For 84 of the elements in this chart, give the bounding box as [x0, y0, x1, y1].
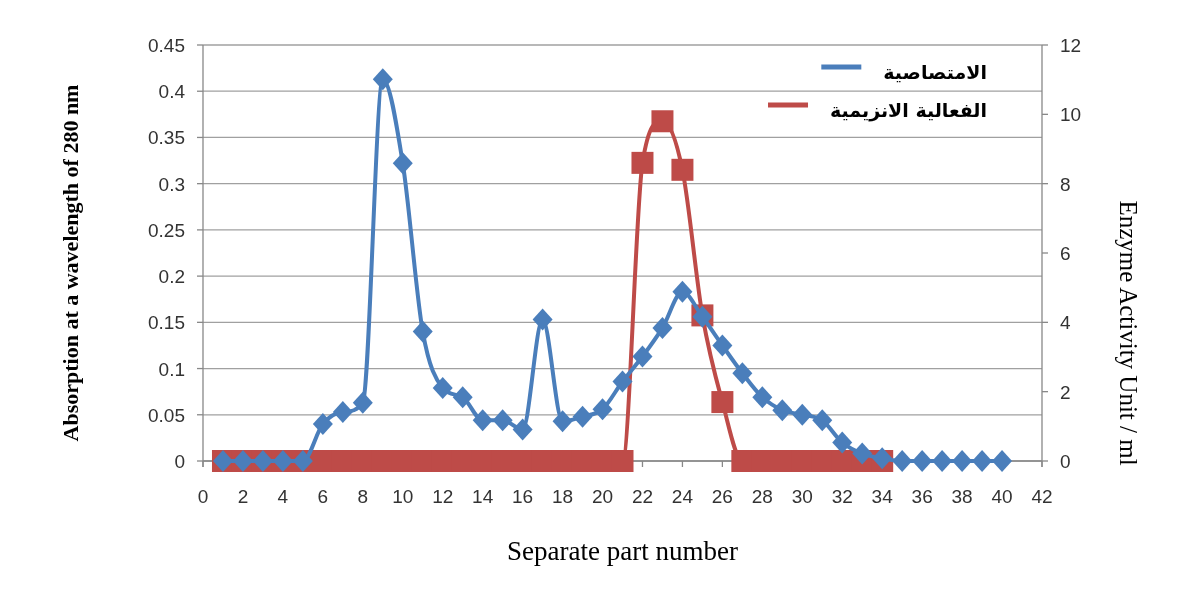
point	[631, 151, 654, 174]
x-tick-label: 0	[197, 486, 209, 507]
point	[352, 391, 373, 414]
x-tick-label: 16	[512, 486, 534, 507]
y-tick-label: 0.05	[148, 404, 185, 426]
point	[632, 345, 653, 368]
x-axis-title: Separate part number	[507, 536, 738, 566]
y2-axis-title: Enzyme Activity Unit / ml	[1115, 200, 1142, 466]
point	[592, 398, 613, 421]
x-tick-label: 28	[751, 486, 773, 507]
point	[311, 450, 334, 472]
y-tick-label: 0.4	[158, 81, 186, 103]
point	[711, 391, 734, 414]
point	[772, 399, 793, 422]
point	[832, 431, 853, 454]
point	[412, 320, 433, 343]
point	[731, 450, 754, 472]
point	[472, 409, 493, 432]
point	[651, 110, 674, 133]
x-tick-label: 42	[1031, 486, 1053, 507]
y-tick-label: 0.25	[148, 219, 185, 241]
point	[492, 409, 513, 432]
y-tick-label: 0.45	[148, 35, 185, 56]
point	[452, 386, 473, 409]
x-tick-label: 24	[671, 486, 694, 507]
y-tick-label: 0.2	[158, 266, 185, 288]
x-tick-label: 30	[791, 486, 813, 507]
x-tick-label: 32	[831, 486, 853, 507]
point	[932, 450, 953, 472]
x-tick-label: 36	[911, 486, 933, 507]
x-tick-label: 40	[991, 486, 1013, 507]
x-tick-label: 12	[432, 486, 454, 507]
x-tick-label: 34	[871, 486, 894, 507]
point	[512, 418, 533, 441]
point	[572, 405, 593, 428]
legend-label: الامتصاصية	[883, 61, 987, 83]
y-tick-label: 0.3	[158, 173, 185, 195]
legend-label: الفعالية الانزيمية	[830, 99, 987, 122]
point	[992, 450, 1013, 472]
point	[671, 158, 694, 181]
y2-tick-label: 2	[1060, 381, 1071, 403]
point	[732, 362, 753, 385]
x-tick-label: 2	[237, 486, 249, 507]
point	[611, 450, 634, 472]
point	[312, 413, 333, 436]
x-tick-label: 14	[472, 486, 494, 507]
x-tick-label: 18	[552, 486, 574, 507]
point	[532, 308, 553, 331]
x-tick-label: 6	[317, 486, 329, 507]
point	[952, 450, 973, 472]
x-tick-label: 10	[392, 486, 414, 507]
point	[552, 410, 573, 433]
y-tick-label: 0.1	[158, 358, 185, 380]
y2-tick-label: 0	[1060, 451, 1071, 472]
x-tick-label: 8	[357, 486, 369, 507]
point	[612, 370, 633, 393]
point	[852, 442, 873, 465]
x-tick-label: 20	[591, 486, 614, 507]
point	[712, 334, 733, 357]
x-tick-label: 4	[277, 486, 289, 507]
point	[332, 401, 353, 423]
point	[432, 376, 453, 399]
point	[972, 450, 993, 472]
y-axis-title: Absorption at a wavelength of 280 nm	[58, 84, 83, 442]
point	[652, 316, 673, 339]
point	[672, 280, 693, 303]
y2-tick-label: 12	[1060, 35, 1082, 56]
y2-tick-label: 6	[1060, 243, 1071, 264]
point	[372, 68, 393, 91]
y2-tick-label: 10	[1060, 104, 1082, 126]
y-tick-label: 0.15	[148, 312, 185, 334]
y-tick-label: 0	[174, 451, 185, 472]
y-tick-label: 0.35	[148, 127, 185, 149]
point	[392, 152, 413, 175]
y2-tick-label: 8	[1060, 173, 1071, 195]
point	[752, 386, 773, 409]
point	[792, 403, 813, 426]
x-tick-label: 22	[631, 486, 654, 507]
y2-tick-label: 4	[1060, 312, 1071, 334]
x-tick-label: 38	[951, 486, 973, 507]
x-tick-label: 26	[711, 486, 733, 507]
point	[912, 450, 933, 472]
point	[892, 450, 913, 472]
point	[812, 409, 833, 432]
